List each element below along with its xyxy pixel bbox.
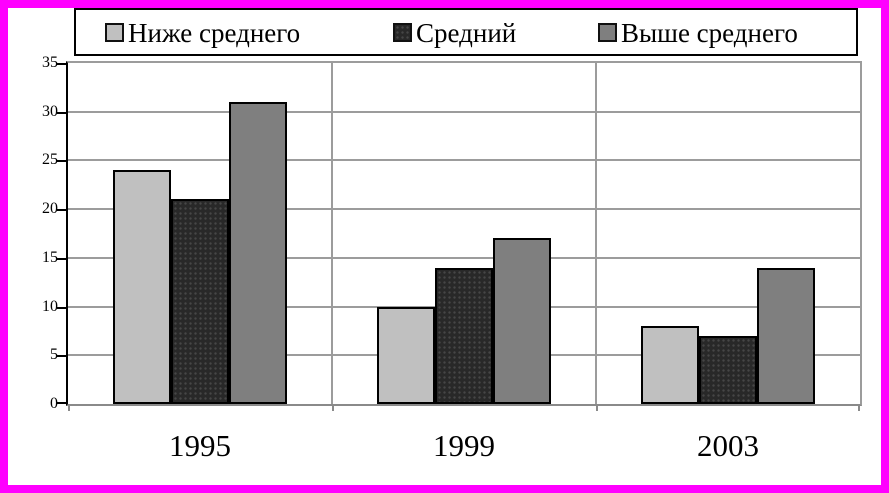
gridline — [68, 110, 860, 113]
x-axis-tick — [596, 406, 598, 411]
legend-label-below-average: Ниже среднего — [128, 17, 301, 48]
legend-swatch-above-average — [598, 22, 617, 42]
bar-1999-s0 — [377, 307, 435, 404]
gridline — [331, 63, 333, 404]
gridline — [68, 256, 860, 259]
y-axis-tick — [57, 306, 66, 309]
bar-1995-s2 — [229, 102, 287, 404]
x-label-2003: 2003 — [697, 428, 759, 463]
x-axis-labels: 1995 1999 2003 — [8, 428, 881, 468]
y-axis-label: 10 — [42, 297, 58, 315]
legend-label-average: Средний — [416, 17, 517, 48]
x-axis-tick — [332, 406, 334, 411]
gridline — [68, 208, 860, 211]
y-axis-tick — [57, 257, 66, 260]
x-label-1995: 1995 — [169, 428, 231, 463]
legend-entry-average: Средний — [393, 10, 516, 54]
legend-swatch-below-average — [105, 22, 124, 42]
y-axis-label: 20 — [42, 200, 58, 218]
legend-swatch-average — [393, 22, 412, 42]
legend: Ниже среднего Средний Выше среднего — [74, 8, 858, 56]
bar-1995-s0 — [113, 170, 171, 404]
y-axis-tick — [57, 209, 66, 212]
chart-frame: Ниже среднего Средний Выше среднего 0 5 10… — [8, 8, 881, 485]
gridline — [68, 159, 860, 162]
y-axis-tick — [57, 160, 66, 163]
plot-area — [57, 61, 862, 411]
y-axis-tick — [57, 355, 66, 358]
y-axis-label: 0 — [50, 395, 58, 412]
bar-2003-s0 — [641, 326, 699, 404]
x-axis-tick — [68, 406, 70, 411]
y-axis-label: 5 — [50, 346, 58, 364]
x-axis-tick — [858, 406, 860, 411]
y-axis-tick — [57, 402, 66, 404]
bar-2003-s1 — [699, 336, 757, 404]
legend-entry-above-average: Выше среднего — [598, 10, 798, 54]
y-axis-label: 35 — [42, 54, 58, 71]
y-axis-labels: 0 5 10 15 20 25 30 35 — [8, 8, 58, 485]
legend-entry-below-average: Ниже среднего — [105, 10, 300, 54]
y-axis-label: 30 — [42, 102, 58, 120]
legend-label-above-average: Выше среднего — [621, 17, 798, 48]
x-label-1999: 1999 — [433, 428, 495, 463]
y-axis-label: 15 — [42, 248, 58, 266]
gridline — [595, 63, 597, 404]
y-axis-tick — [57, 111, 66, 114]
bar-2003-s2 — [757, 268, 815, 404]
bar-1995-s1 — [171, 199, 229, 404]
y-axis-tick — [57, 63, 66, 65]
y-axis-label: 25 — [42, 151, 58, 169]
bar-1999-s1 — [435, 268, 493, 404]
bar-1999-s2 — [493, 238, 551, 404]
